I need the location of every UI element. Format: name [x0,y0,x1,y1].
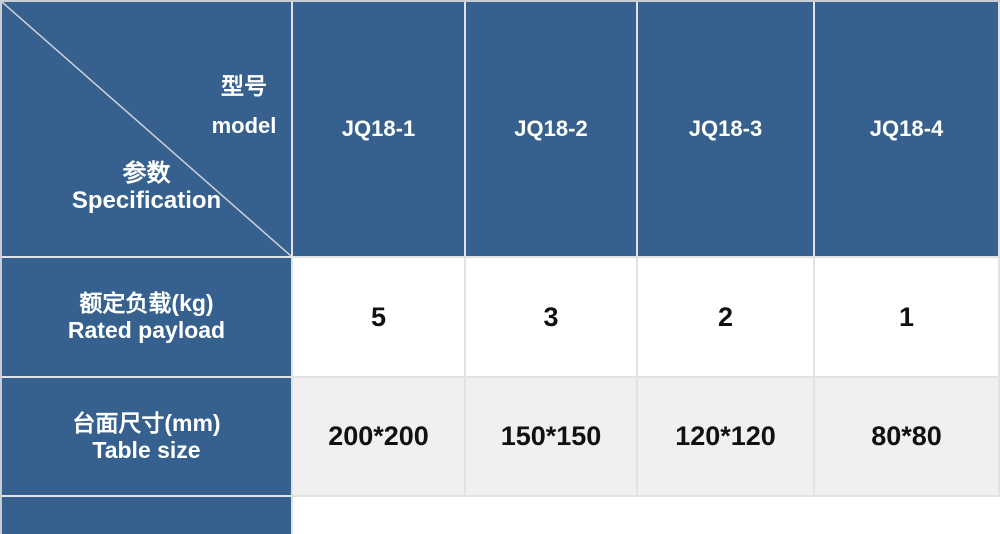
row-label-rated-payload: 额定负载(kg) Rated payload [2,258,293,378]
rated-payload-value-jq18-1: 5 [293,258,466,378]
rated-payload-value-jq18-4: 1 [815,258,1000,378]
column-header-jq18-2: JQ18-2 [466,2,638,258]
model-label-en: model [211,113,277,138]
table-size-value-jq18-1: 200*200 [293,378,466,497]
rated-payload-value-jq18-2: 3 [466,258,638,378]
table-size-value-jq18-4: 80*80 [815,378,1000,497]
row-label-table-size: 台面尺寸(mm) Table size [2,378,293,497]
corner-model-label: 型号 model [199,72,289,140]
rated-payload-value-jq18-3: 2 [638,258,815,378]
table-size-label-en: Table size [92,436,201,463]
corner-header-cell: 型号 model 参数 Specification [2,2,293,258]
rated-payload-label-zh: 额定负载(kg) [79,290,214,316]
diagonal-divider-line [2,2,291,256]
model-label-zh: 型号 [221,73,267,99]
table-size-value-jq18-2: 150*150 [466,378,638,497]
spec-label-en: Specification [71,187,222,214]
column-header-jq18-4: JQ18-4 [815,2,1000,258]
corner-spec-label: 参数 Specification [2,160,291,214]
table-size-value-jq18-3: 120*120 [638,378,815,497]
column-header-jq18-3: JQ18-3 [638,2,815,258]
spec-label-zh: 参数 [122,160,171,187]
column-header-jq18-1: JQ18-1 [293,2,466,258]
partial-row-label-cell [2,497,293,534]
partial-row-data-area [293,497,1000,534]
table-size-label-zh: 台面尺寸(mm) [72,409,221,436]
rated-payload-label-en: Rated payload [67,317,226,343]
